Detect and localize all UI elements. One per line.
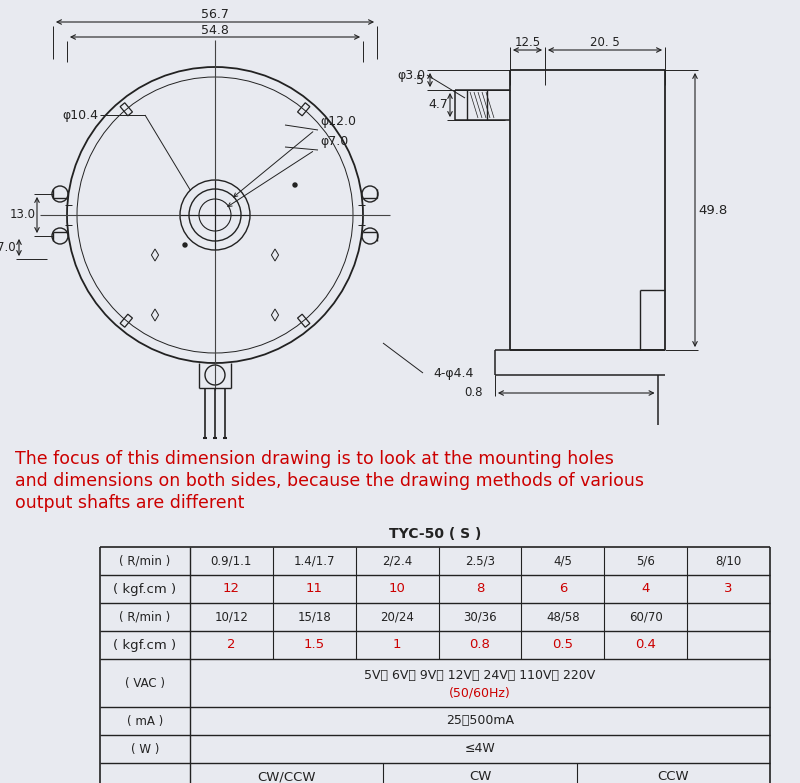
Text: 2.5/3: 2.5/3 bbox=[465, 554, 495, 568]
Text: 48/58: 48/58 bbox=[546, 611, 580, 623]
Text: 5/6: 5/6 bbox=[636, 554, 655, 568]
Text: 6: 6 bbox=[558, 583, 567, 596]
Text: ( R/min ): ( R/min ) bbox=[119, 611, 170, 623]
Text: 25～500mA: 25～500mA bbox=[446, 715, 514, 727]
Text: 0.9/1.1: 0.9/1.1 bbox=[210, 554, 252, 568]
Text: ( kgf.cm ): ( kgf.cm ) bbox=[114, 638, 177, 651]
Text: 7.0: 7.0 bbox=[0, 241, 15, 254]
Text: The focus of this dimension drawing is to look at the mounting holes: The focus of this dimension drawing is t… bbox=[15, 450, 614, 468]
Text: φ12.0: φ12.0 bbox=[320, 116, 356, 128]
Text: 5V， 6V， 9V， 12V， 24V， 110V， 220V: 5V， 6V， 9V， 12V， 24V， 110V， 220V bbox=[364, 669, 596, 682]
Text: 12: 12 bbox=[223, 583, 240, 596]
Text: φ3.0: φ3.0 bbox=[397, 68, 425, 81]
Text: 4.7: 4.7 bbox=[428, 99, 448, 111]
Circle shape bbox=[293, 183, 297, 187]
Text: ( kgf.cm ): ( kgf.cm ) bbox=[114, 583, 177, 596]
Text: 8: 8 bbox=[476, 583, 484, 596]
Text: 1: 1 bbox=[393, 638, 402, 651]
Text: output shafts are different: output shafts are different bbox=[15, 494, 244, 512]
Text: 3: 3 bbox=[724, 583, 733, 596]
Text: 5: 5 bbox=[416, 74, 424, 86]
Text: ( W ): ( W ) bbox=[131, 742, 159, 756]
Text: 10: 10 bbox=[389, 583, 406, 596]
Text: 4-φ4.4: 4-φ4.4 bbox=[433, 366, 474, 380]
Text: ≤4W: ≤4W bbox=[465, 742, 495, 756]
Text: 0.4: 0.4 bbox=[635, 638, 656, 651]
Text: (50/60Hz): (50/60Hz) bbox=[449, 686, 511, 699]
Text: 0.8: 0.8 bbox=[465, 387, 483, 399]
Circle shape bbox=[183, 243, 187, 247]
Text: 0.5: 0.5 bbox=[552, 638, 574, 651]
Text: 1.4/1.7: 1.4/1.7 bbox=[294, 554, 335, 568]
Text: 8/10: 8/10 bbox=[715, 554, 742, 568]
Text: TYC-50 ( S ): TYC-50 ( S ) bbox=[389, 527, 481, 541]
Text: and dimensions on both sides, because the drawing methods of various: and dimensions on both sides, because th… bbox=[15, 472, 644, 490]
Text: 1.5: 1.5 bbox=[304, 638, 325, 651]
Text: ( mA ): ( mA ) bbox=[127, 715, 163, 727]
Text: 20. 5: 20. 5 bbox=[590, 35, 620, 49]
Text: 13.0: 13.0 bbox=[10, 208, 36, 222]
Text: 12.5: 12.5 bbox=[514, 35, 541, 49]
Text: 11: 11 bbox=[306, 583, 322, 596]
Text: φ10.4: φ10.4 bbox=[62, 109, 98, 121]
Text: 15/18: 15/18 bbox=[298, 611, 331, 623]
Text: 2: 2 bbox=[227, 638, 236, 651]
Text: 4/5: 4/5 bbox=[554, 554, 572, 568]
Text: CW: CW bbox=[469, 770, 491, 783]
Text: φ7.0: φ7.0 bbox=[320, 135, 348, 149]
Text: 54.8: 54.8 bbox=[201, 23, 229, 37]
Text: 10/12: 10/12 bbox=[214, 611, 248, 623]
Text: ( R/min ): ( R/min ) bbox=[119, 554, 170, 568]
Text: 30/36: 30/36 bbox=[463, 611, 497, 623]
Text: 56.7: 56.7 bbox=[201, 9, 229, 21]
Text: CCW: CCW bbox=[658, 770, 689, 783]
Text: 60/70: 60/70 bbox=[629, 611, 662, 623]
Text: 2/2.4: 2/2.4 bbox=[382, 554, 412, 568]
Text: 20/24: 20/24 bbox=[380, 611, 414, 623]
Text: 49.8: 49.8 bbox=[698, 204, 728, 217]
Text: 4: 4 bbox=[642, 583, 650, 596]
Text: CW/CCW: CW/CCW bbox=[258, 770, 316, 783]
Text: 0.8: 0.8 bbox=[470, 638, 490, 651]
Text: ( VAC ): ( VAC ) bbox=[125, 677, 165, 690]
